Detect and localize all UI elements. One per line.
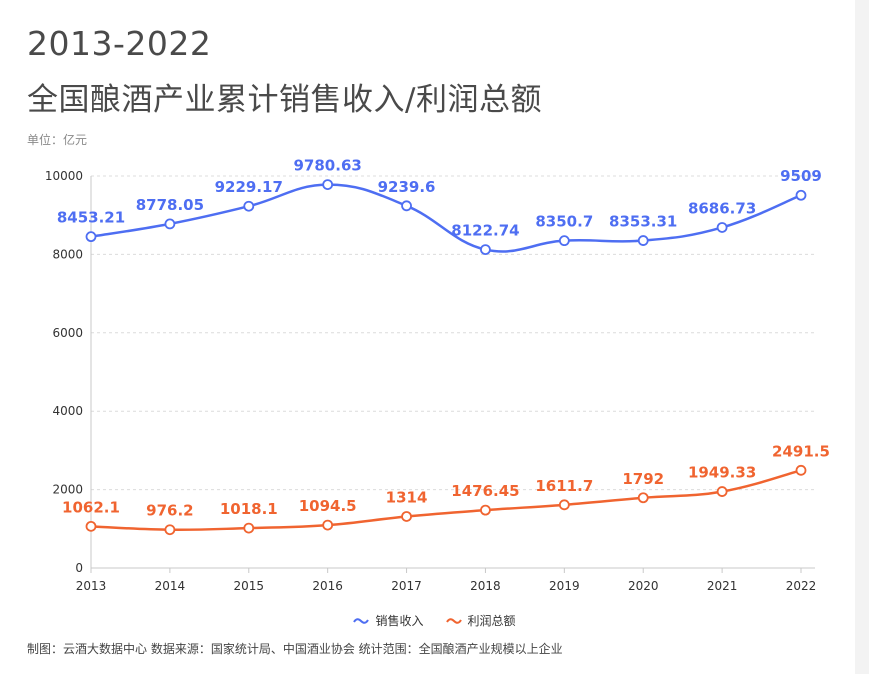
data-point-profit	[716, 486, 728, 497]
footer-source: 制图：云酒大数据中心 数据来源：国家统计局、中国酒业协会 统计范围：全国酿酒产业…	[27, 642, 563, 656]
legend-item-profit[interactable]: 利润总额	[445, 612, 516, 629]
legend-profit-label: 利润总额	[467, 614, 516, 628]
data-label-sales: 9509	[780, 167, 822, 185]
data-point-profit	[558, 499, 570, 511]
legend: 销售收入 利润总额	[0, 612, 869, 629]
data-point-profit	[480, 504, 491, 516]
data-label-profit: 1476.45	[451, 482, 519, 500]
data-point-sales	[480, 244, 491, 255]
data-label-sales: 8122.74	[451, 222, 519, 240]
y-tick-label: 4000	[52, 404, 83, 418]
data-label-profit: 2491.5	[772, 442, 830, 460]
x-tick-label: 2018	[470, 579, 501, 593]
data-point-sales	[322, 179, 334, 190]
data-label-profit: 976.2	[146, 502, 193, 520]
x-tick-label: 2014	[155, 579, 186, 593]
y-tick-label: 2000	[52, 483, 83, 497]
x-tick-label: 2017	[391, 579, 422, 593]
series-line-profit	[90, 469, 802, 532]
chart-title-years: 2013-2022	[27, 24, 212, 63]
legend-sales-label: 销售收入	[375, 614, 424, 628]
data-point-profit	[322, 519, 334, 531]
data-label-sales: 8350.7	[535, 213, 593, 231]
data-label-profit: 1094.5	[299, 497, 357, 515]
y-tick-label: 0	[75, 561, 83, 575]
data-point-profit	[243, 522, 255, 534]
data-label-sales: 9229.17	[215, 178, 283, 196]
x-tick-label: 2015	[234, 579, 265, 593]
y-tick-label: 10000	[45, 169, 83, 183]
unit-label: 单位：亿元	[27, 133, 88, 147]
legend-item-sales[interactable]: 销售收入	[353, 612, 424, 629]
data-point-profit	[795, 464, 807, 476]
data-label-profit: 1062.1	[62, 498, 120, 516]
data-label-profit: 1314	[386, 488, 428, 506]
series-line-sales	[90, 183, 802, 253]
data-point-sales	[558, 235, 570, 247]
data-label-sales: 8686.73	[688, 199, 756, 217]
data-label-profit: 1611.7	[535, 477, 593, 495]
data-label-sales: 9780.63	[294, 157, 362, 175]
x-tick-label: 2022	[786, 579, 817, 593]
data-label-profit: 1949.33	[688, 464, 756, 482]
data-point-profit	[85, 520, 97, 532]
data-point-sales	[716, 222, 728, 233]
y-tick-label: 6000	[52, 326, 83, 340]
x-tick-label: 2013	[76, 579, 107, 593]
data-label-profit: 1018.1	[220, 500, 278, 518]
data-label-profit: 1792	[622, 470, 664, 488]
legend-profit-icon	[445, 617, 462, 624]
chart-title: 全国酿酒产业累计销售收入/利润总额	[27, 82, 542, 118]
data-point-sales	[795, 189, 807, 201]
data-point-sales	[637, 235, 649, 246]
data-point-profit	[637, 492, 649, 504]
x-tick-label: 2020	[628, 579, 659, 593]
data-label-sales: 8353.31	[609, 213, 677, 231]
data-label-sales: 9239.6	[378, 178, 436, 196]
x-tick-label: 2021	[707, 579, 738, 593]
data-point-sales	[401, 200, 412, 212]
data-point-profit	[401, 511, 412, 522]
data-point-profit	[164, 524, 176, 536]
y-tick-label: 8000	[52, 247, 83, 261]
legend-sales-icon	[353, 617, 370, 624]
data-point-sales	[164, 218, 176, 230]
data-label-sales: 8453.21	[57, 209, 125, 227]
data-label-sales: 8778.05	[136, 196, 204, 214]
data-point-sales	[243, 200, 255, 212]
x-tick-label: 2016	[312, 579, 343, 593]
x-tick-label: 2019	[549, 579, 580, 593]
data-point-sales	[85, 231, 97, 243]
